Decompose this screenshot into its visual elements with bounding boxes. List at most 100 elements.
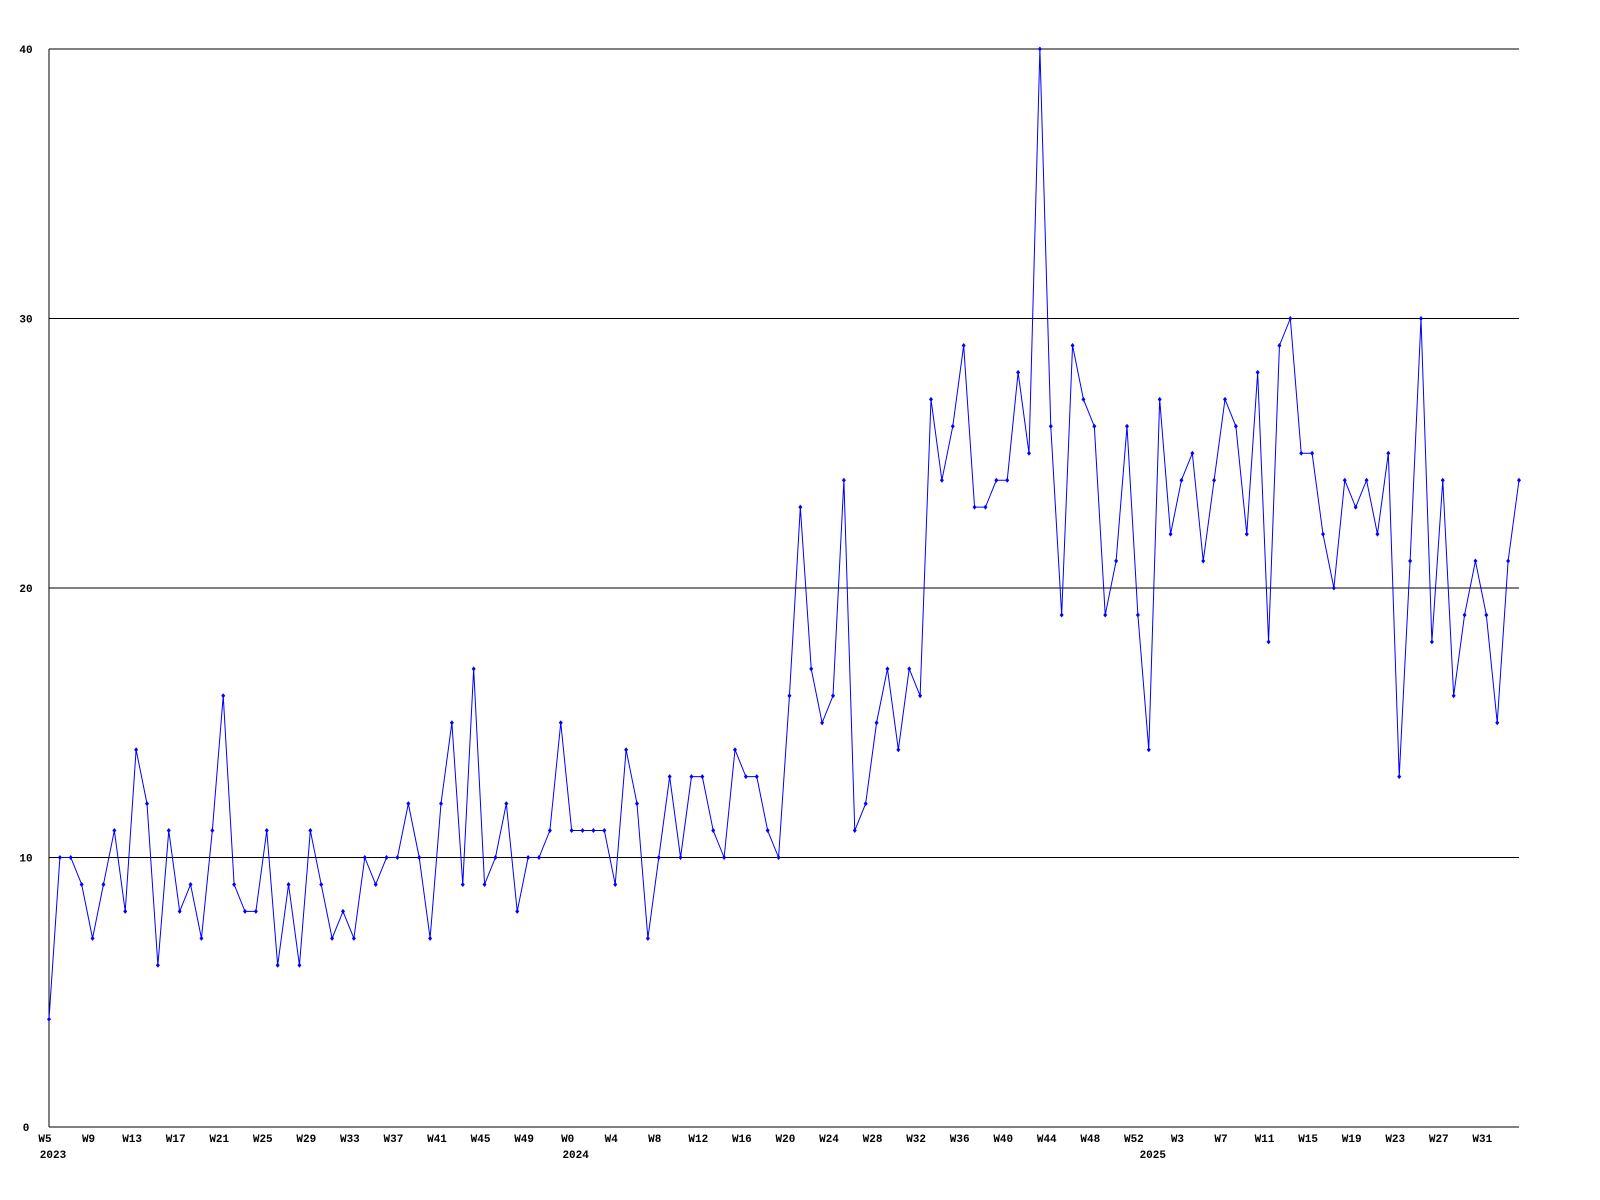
data-point: [841, 477, 846, 483]
data-point: [972, 504, 977, 510]
data-point: [885, 666, 890, 672]
data-point: [1005, 477, 1010, 483]
data-point: [1223, 396, 1227, 402]
x-tick-label: W3: [1171, 1134, 1185, 1146]
data-point: [961, 342, 966, 348]
data-point: [286, 881, 291, 887]
data-point: [221, 693, 226, 699]
data-point: [613, 881, 618, 887]
x-tick-label: W4: [605, 1134, 619, 1146]
data-point: [547, 828, 552, 834]
x-tick-label: W20: [776, 1134, 796, 1146]
x-tick-label: W24: [819, 1134, 839, 1146]
data-point: [1212, 477, 1217, 483]
data-point: [624, 747, 629, 753]
data-point: [918, 693, 923, 699]
data-point: [635, 801, 639, 807]
data-point: [896, 747, 901, 753]
x-tick-label: W17: [166, 1134, 186, 1146]
data-point: [776, 855, 781, 860]
series-line: [48, 48, 1520, 1020]
data-point: [362, 855, 367, 860]
data-point: [1266, 639, 1271, 645]
data-point: [449, 720, 454, 726]
data-point: [983, 504, 988, 510]
data-point: [1244, 531, 1249, 537]
data-point: [308, 828, 313, 834]
x-tick-label: W32: [906, 1134, 926, 1146]
data-point: [1059, 612, 1064, 618]
data-point: [428, 935, 433, 941]
data-point: [994, 477, 999, 483]
data-point: [199, 935, 204, 941]
data-point: [678, 855, 683, 860]
data-point: [667, 774, 672, 780]
data-point: [1321, 531, 1325, 537]
data-point: [232, 881, 237, 887]
data-point: [1310, 450, 1315, 456]
data-point: [1364, 477, 1369, 483]
data-point: [711, 828, 716, 834]
y-tick-label: 30: [19, 315, 32, 327]
data-point: [1517, 477, 1521, 483]
x-year-label: 2025: [1140, 1150, 1167, 1162]
data-point: [417, 855, 422, 860]
data-point: [765, 828, 770, 834]
data-point: [145, 801, 149, 807]
data-point: [820, 720, 825, 726]
x-tick-label: W48: [1080, 1134, 1100, 1146]
data-point: [798, 504, 803, 510]
data-point: [57, 855, 62, 860]
data-point: [460, 881, 465, 887]
data-point: [1484, 612, 1489, 618]
data-point: [907, 666, 912, 672]
data-point: [134, 747, 139, 753]
data-point: [297, 962, 302, 968]
data-point: [874, 720, 879, 726]
x-tick-label: W31: [1472, 1134, 1492, 1146]
data-point: [1157, 396, 1162, 402]
data-point: [1179, 477, 1184, 483]
y-tick-label: 40: [19, 45, 32, 57]
data-point: [580, 828, 585, 834]
data-point: [1201, 558, 1206, 564]
data-point: [482, 881, 487, 887]
data-point: [384, 855, 389, 860]
y-tick-label: 0: [23, 1123, 30, 1135]
data-point: [101, 881, 106, 887]
data-point: [439, 801, 443, 807]
x-tick-label: W33: [340, 1134, 360, 1146]
data-point: [79, 881, 84, 887]
data-point: [177, 908, 182, 914]
data-point: [253, 908, 258, 914]
data-point: [68, 855, 73, 860]
data-point: [515, 908, 520, 914]
data-point: [1135, 612, 1140, 618]
data-point: [1190, 450, 1195, 456]
x-year-label: 2024: [562, 1150, 589, 1162]
data-point: [210, 828, 215, 834]
data-point: [831, 693, 835, 699]
x-tick-label: W23: [1385, 1134, 1405, 1146]
data-point: [1125, 423, 1129, 429]
data-point: [689, 774, 694, 780]
data-point: [852, 828, 857, 834]
x-year-label: 2023: [40, 1150, 67, 1162]
x-tick-label: W13: [122, 1134, 142, 1146]
data-point: [526, 855, 531, 860]
y-tick-label: 10: [19, 854, 32, 866]
x-tick-label: W5: [38, 1134, 52, 1146]
data-point: [1070, 342, 1075, 348]
x-tick-label: W21: [209, 1134, 229, 1146]
data-point: [166, 828, 171, 834]
data-point: [1386, 450, 1391, 456]
data-point: [1037, 46, 1042, 52]
x-tick-label: W11: [1255, 1134, 1275, 1146]
data-point: [1375, 531, 1380, 537]
data-point: [1419, 316, 1423, 321]
data-point: [373, 881, 378, 887]
data-point: [1506, 558, 1511, 564]
data-point: [47, 1016, 51, 1022]
data-point: [558, 720, 563, 726]
